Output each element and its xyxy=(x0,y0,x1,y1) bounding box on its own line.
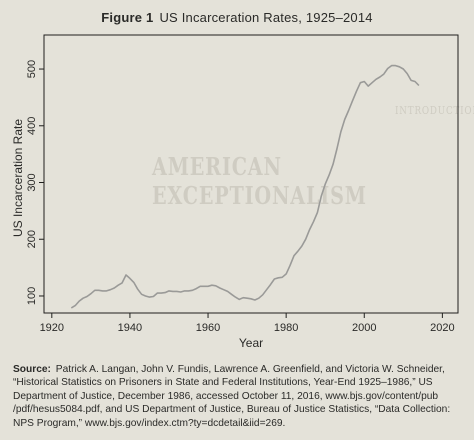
figure-title-text: US Incarceration Rates, 1925–2014 xyxy=(159,10,373,25)
y-tick-label: 500 xyxy=(26,60,38,78)
x-tick-label: 1980 xyxy=(274,322,298,334)
line-chart: 1920 1940 1960 1980 2000 2020 100 200 300 400 500… xyxy=(11,34,459,350)
y-tick-label: 400 xyxy=(26,117,38,135)
figure-label: Figure 1 xyxy=(101,10,154,25)
bleed-through-heading: AMERICAN EXCEPTIONALISM xyxy=(152,152,367,210)
x-axis: 1920 1940 1960 1980 2000 2020 xyxy=(40,313,455,334)
source-note: Source: Patrick A. Langan, John V. Fundi… xyxy=(13,363,465,430)
x-tick-label: 1940 xyxy=(118,322,142,334)
y-tick-label: 300 xyxy=(26,173,38,191)
x-tick-label: 2020 xyxy=(430,322,454,334)
x-axis-label: Year xyxy=(239,336,263,350)
y-tick-label: 100 xyxy=(26,287,38,305)
x-tick-label: 1960 xyxy=(196,322,220,334)
y-axis: 100 200 300 400 500 xyxy=(26,60,44,305)
y-axis-label: US Incarceration Rate xyxy=(11,119,25,237)
figure-title: Figure 1 US Incarceration Rates, 1925–201… xyxy=(0,10,474,25)
incarceration-rate-line xyxy=(70,64,420,309)
x-tick-label: 1920 xyxy=(40,322,64,334)
source-text: Patrick A. Langan, John V. Fundis, Lawre… xyxy=(13,364,451,429)
x-tick-label: 2000 xyxy=(352,322,376,334)
plot-frame xyxy=(43,34,459,314)
y-tick-label: 200 xyxy=(26,230,38,248)
bleed-through-subheading: INTRODUCTION xyxy=(395,104,474,117)
source-label: Source: xyxy=(13,364,51,375)
